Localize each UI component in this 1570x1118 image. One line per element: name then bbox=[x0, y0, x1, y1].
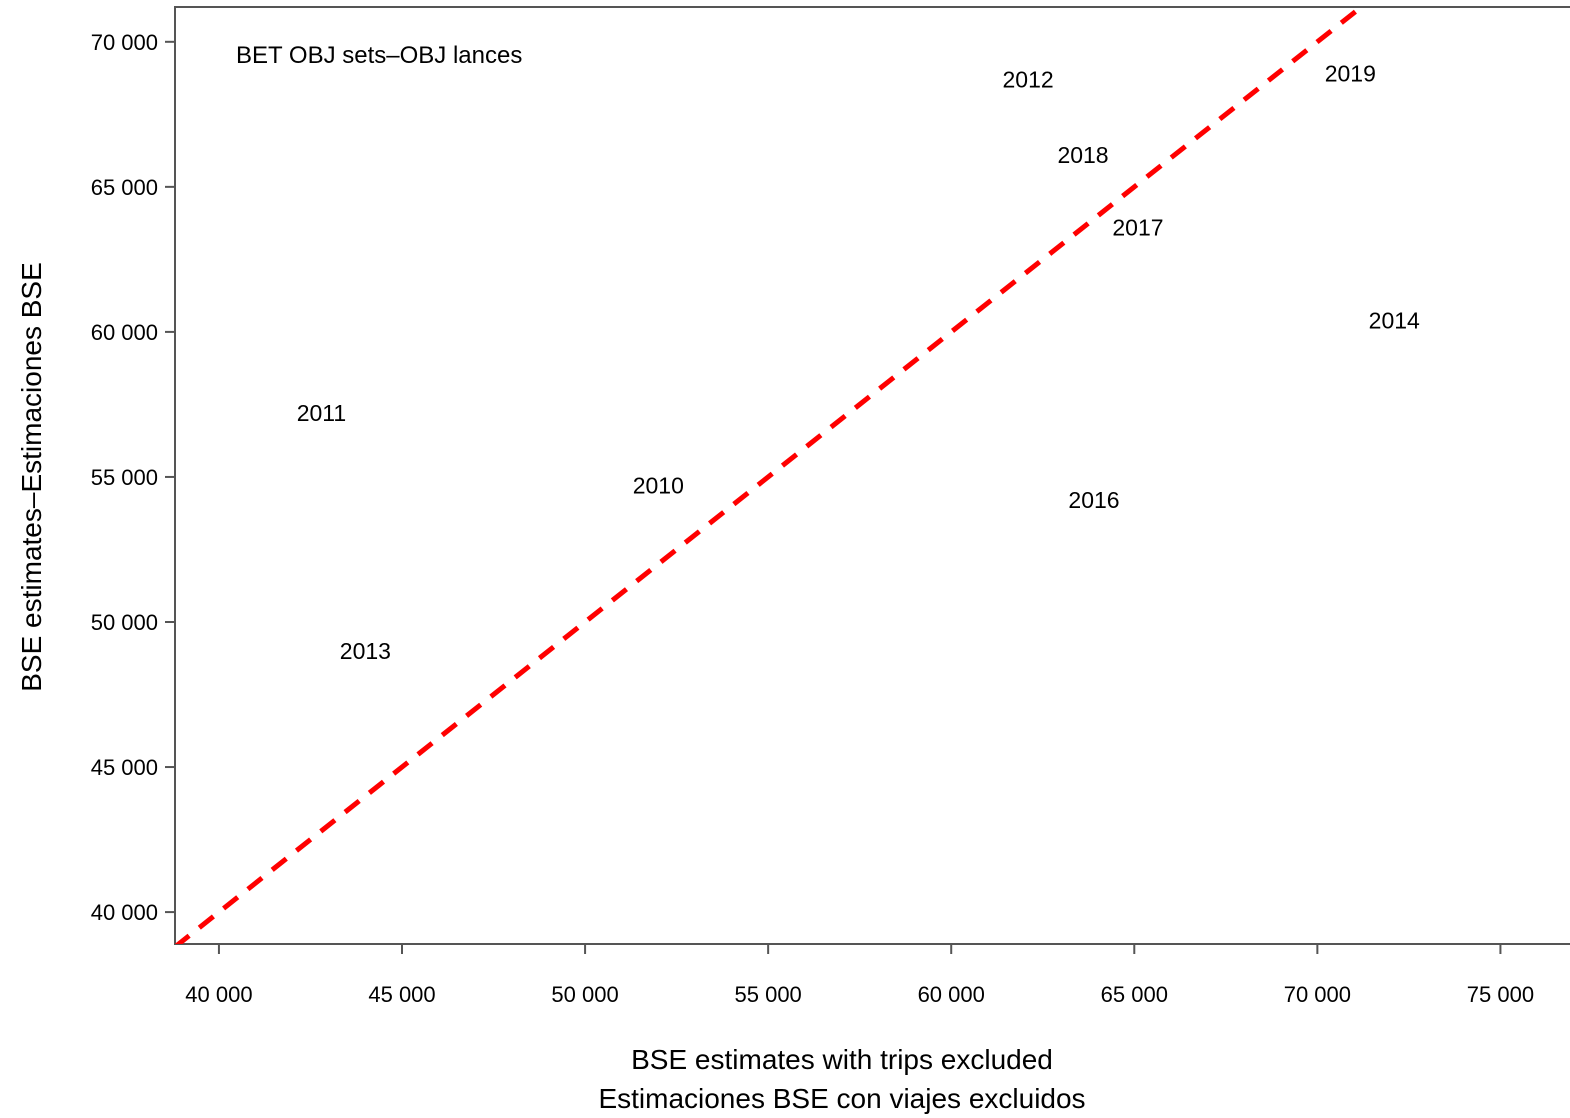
x-axis: 40 000 45 000 50 000 55 000 60 000 65 000 70 0… bbox=[185, 944, 1534, 1007]
y-tick-label: 55 000 bbox=[91, 465, 158, 490]
x-tick-label: 50 000 bbox=[551, 982, 618, 1007]
y-tick-label: 45 000 bbox=[91, 755, 158, 780]
identity-reference-line bbox=[175, 7, 1366, 944]
point-label-2017: 2017 bbox=[1112, 214, 1163, 240]
y-tick-label: 60 000 bbox=[91, 320, 158, 345]
x-axis-title-line2: Estimaciones BSE con viajes excluidos bbox=[598, 1083, 1085, 1114]
y-tick-label: 40 000 bbox=[91, 900, 158, 925]
point-label-2011: 2011 bbox=[297, 400, 346, 426]
panel-label: BET OBJ sets–OBJ lances bbox=[236, 42, 522, 69]
reference-line-group bbox=[175, 7, 1366, 944]
y-axis: 40 000 45 000 50 000 55 000 60 000 65 000 70 0… bbox=[91, 30, 175, 925]
y-tick-label: 50 000 bbox=[91, 610, 158, 635]
point-label-2014: 2014 bbox=[1369, 307, 1420, 333]
point-label-2016: 2016 bbox=[1068, 487, 1119, 513]
x-tick-label: 60 000 bbox=[918, 982, 985, 1007]
point-label-2018: 2018 bbox=[1057, 142, 1108, 168]
y-axis-title: BSE estimates–Estimaciones BSE bbox=[16, 262, 47, 692]
x-tick-label: 65 000 bbox=[1101, 982, 1168, 1007]
point-label-2012: 2012 bbox=[1003, 67, 1054, 93]
point-label-2010: 2010 bbox=[633, 473, 684, 499]
x-tick-label: 45 000 bbox=[368, 982, 435, 1007]
y-tick-label: 65 000 bbox=[91, 175, 158, 200]
x-tick-label: 55 000 bbox=[735, 982, 802, 1007]
y-tick-label: 70 000 bbox=[91, 30, 158, 55]
x-tick-label: 75 000 bbox=[1467, 982, 1534, 1007]
point-label-2019: 2019 bbox=[1325, 61, 1376, 87]
x-axis-title-line1: BSE estimates with trips excluded bbox=[631, 1044, 1053, 1075]
plot-border bbox=[174, 6, 1570, 945]
x-tick-label: 40 000 bbox=[185, 982, 252, 1007]
point-labels: 2010 2011 2012 2013 2014 2016 2017 2018 2019 bbox=[297, 61, 1420, 664]
plot-frame bbox=[174, 6, 1570, 945]
point-label-2013: 2013 bbox=[340, 638, 391, 664]
x-tick-label: 70 000 bbox=[1284, 982, 1351, 1007]
